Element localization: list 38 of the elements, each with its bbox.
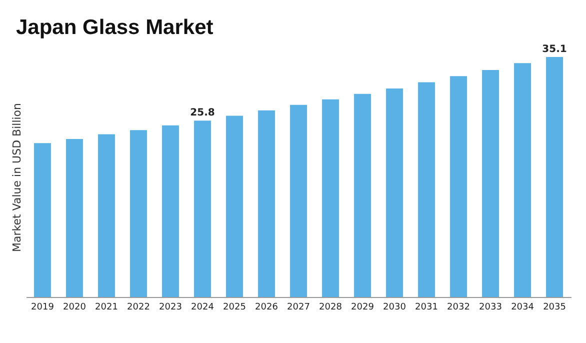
x-tick-label: 2019 — [31, 302, 54, 312]
chart-title: Japan Glass Market — [16, 16, 214, 39]
bar — [66, 139, 83, 297]
bar — [354, 94, 371, 297]
x-tick-label: 2034 — [511, 302, 534, 312]
x-tick-label: 2021 — [95, 302, 118, 312]
x-tick-label: 2030 — [383, 302, 406, 312]
bar — [482, 70, 499, 297]
data-label: 35.1 — [542, 44, 567, 55]
bar — [450, 76, 467, 297]
bar — [34, 143, 51, 297]
bar — [98, 134, 115, 297]
x-tick-label: 2026 — [255, 302, 278, 312]
y-axis-title: Market Value in USD Billion — [10, 102, 24, 252]
bar — [322, 99, 339, 297]
x-tick-label: 2027 — [287, 302, 310, 312]
x-tick-label: 2035 — [543, 302, 566, 312]
bar — [418, 82, 435, 297]
x-tick-label: 2025 — [223, 302, 246, 312]
x-tick-label: 2031 — [415, 302, 438, 312]
bar — [258, 110, 275, 297]
bar — [514, 63, 531, 297]
bar — [546, 57, 563, 297]
x-tick-label: 2029 — [351, 302, 374, 312]
x-tick-label: 2033 — [479, 302, 502, 312]
x-tick-label: 2024 — [191, 302, 214, 312]
bar — [386, 88, 403, 297]
bar — [162, 125, 179, 297]
x-tick-label: 2023 — [159, 302, 182, 312]
x-tick-label: 2028 — [319, 302, 342, 312]
x-tick-label: 2022 — [127, 302, 150, 312]
bar — [226, 116, 243, 297]
bar — [290, 104, 307, 297]
bar — [194, 120, 211, 297]
x-tick-label: 2020 — [63, 302, 86, 312]
x-tick-label: 2032 — [447, 302, 470, 312]
data-label: 25.8 — [190, 108, 215, 119]
bar — [130, 130, 147, 297]
